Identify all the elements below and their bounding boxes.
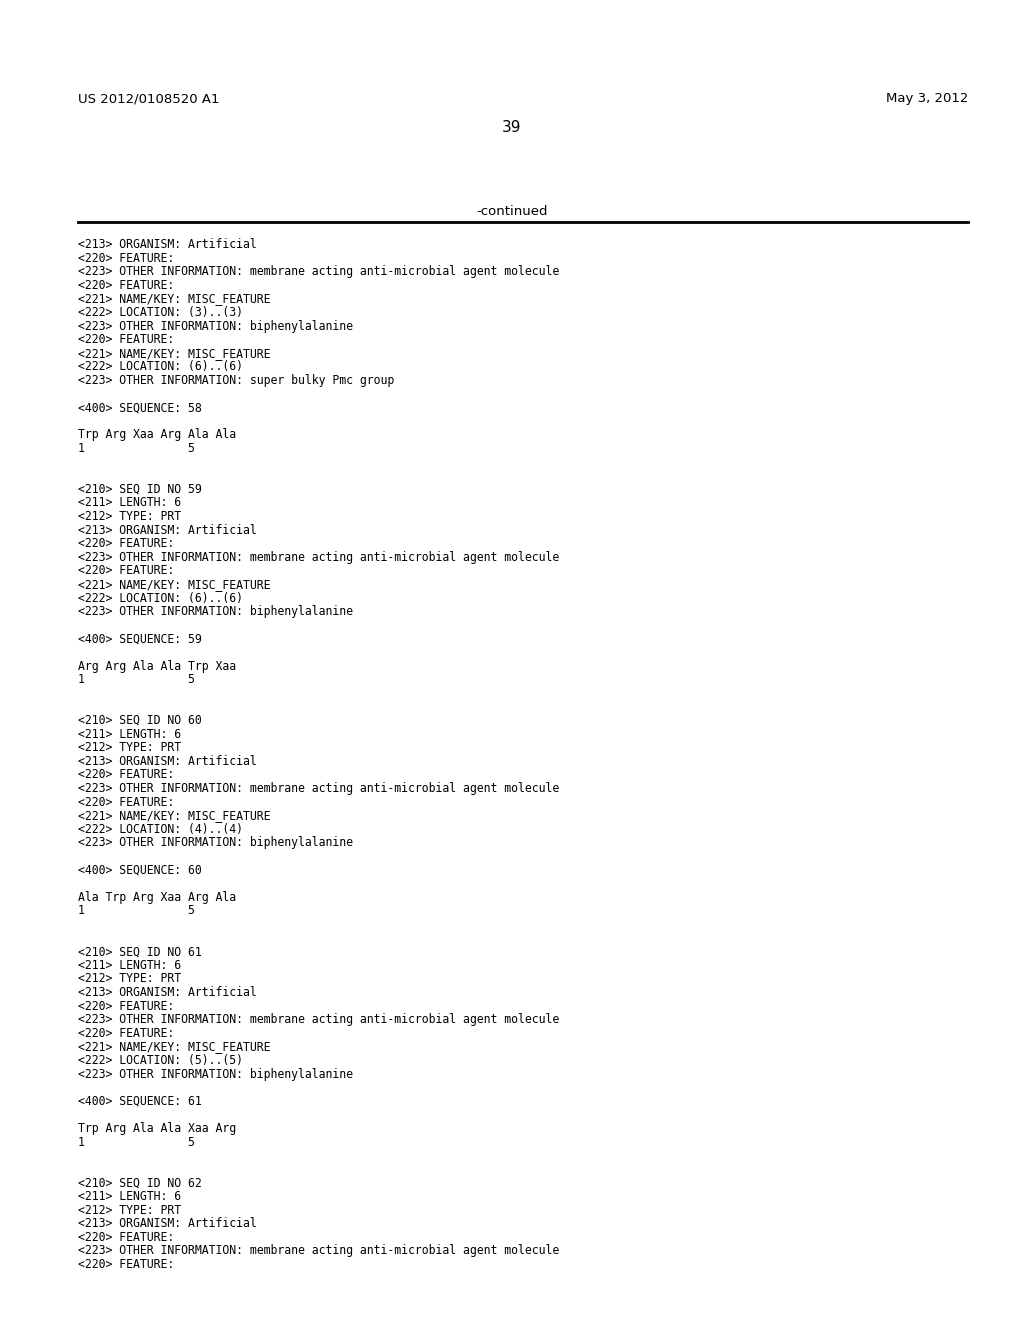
Text: <211> LENGTH: 6: <211> LENGTH: 6: [78, 1191, 181, 1203]
Text: 1               5: 1 5: [78, 673, 195, 686]
Text: <221> NAME/KEY: MISC_FEATURE: <221> NAME/KEY: MISC_FEATURE: [78, 347, 270, 360]
Text: <213> ORGANISM: Artificial: <213> ORGANISM: Artificial: [78, 524, 257, 537]
Text: <220> FEATURE:: <220> FEATURE:: [78, 333, 174, 346]
Text: <220> FEATURE:: <220> FEATURE:: [78, 999, 174, 1012]
Text: <220> FEATURE:: <220> FEATURE:: [78, 1258, 174, 1271]
Text: <220> FEATURE:: <220> FEATURE:: [78, 796, 174, 809]
Text: <210> SEQ ID NO 60: <210> SEQ ID NO 60: [78, 714, 202, 727]
Text: Ala Trp Arg Xaa Arg Ala: Ala Trp Arg Xaa Arg Ala: [78, 891, 237, 904]
Text: <211> LENGTH: 6: <211> LENGTH: 6: [78, 496, 181, 510]
Text: <213> ORGANISM: Artificial: <213> ORGANISM: Artificial: [78, 755, 257, 768]
Text: <213> ORGANISM: Artificial: <213> ORGANISM: Artificial: [78, 986, 257, 999]
Text: <220> FEATURE:: <220> FEATURE:: [78, 279, 174, 292]
Text: <400> SEQUENCE: 58: <400> SEQUENCE: 58: [78, 401, 202, 414]
Text: <222> LOCATION: (3)..(3): <222> LOCATION: (3)..(3): [78, 306, 243, 319]
Text: <223> OTHER INFORMATION: membrane acting anti-microbial agent molecule: <223> OTHER INFORMATION: membrane acting…: [78, 265, 559, 279]
Text: <223> OTHER INFORMATION: biphenylalanine: <223> OTHER INFORMATION: biphenylalanine: [78, 605, 353, 618]
Text: <210> SEQ ID NO 62: <210> SEQ ID NO 62: [78, 1176, 202, 1189]
Text: <221> NAME/KEY: MISC_FEATURE: <221> NAME/KEY: MISC_FEATURE: [78, 1040, 270, 1053]
Text: -continued: -continued: [476, 205, 548, 218]
Text: <223> OTHER INFORMATION: biphenylalanine: <223> OTHER INFORMATION: biphenylalanine: [78, 319, 353, 333]
Text: <210> SEQ ID NO 59: <210> SEQ ID NO 59: [78, 483, 202, 496]
Text: <223> OTHER INFORMATION: biphenylalanine: <223> OTHER INFORMATION: biphenylalanine: [78, 837, 353, 849]
Text: <220> FEATURE:: <220> FEATURE:: [78, 768, 174, 781]
Text: <220> FEATURE:: <220> FEATURE:: [78, 1027, 174, 1040]
Text: <210> SEQ ID NO 61: <210> SEQ ID NO 61: [78, 945, 202, 958]
Text: <220> FEATURE:: <220> FEATURE:: [78, 252, 174, 264]
Text: <222> LOCATION: (5)..(5): <222> LOCATION: (5)..(5): [78, 1053, 243, 1067]
Text: <212> TYPE: PRT: <212> TYPE: PRT: [78, 510, 181, 523]
Text: Trp Arg Xaa Arg Ala Ala: Trp Arg Xaa Arg Ala Ala: [78, 429, 237, 441]
Text: <221> NAME/KEY: MISC_FEATURE: <221> NAME/KEY: MISC_FEATURE: [78, 809, 270, 822]
Text: <220> FEATURE:: <220> FEATURE:: [78, 565, 174, 577]
Text: <213> ORGANISM: Artificial: <213> ORGANISM: Artificial: [78, 238, 257, 251]
Text: <220> FEATURE:: <220> FEATURE:: [78, 1230, 174, 1243]
Text: <400> SEQUENCE: 61: <400> SEQUENCE: 61: [78, 1094, 202, 1107]
Text: Arg Arg Ala Ala Trp Xaa: Arg Arg Ala Ala Trp Xaa: [78, 660, 237, 673]
Text: US 2012/0108520 A1: US 2012/0108520 A1: [78, 92, 219, 106]
Text: <223> OTHER INFORMATION: biphenylalanine: <223> OTHER INFORMATION: biphenylalanine: [78, 1068, 353, 1081]
Text: <400> SEQUENCE: 59: <400> SEQUENCE: 59: [78, 632, 202, 645]
Text: <212> TYPE: PRT: <212> TYPE: PRT: [78, 1204, 181, 1217]
Text: <221> NAME/KEY: MISC_FEATURE: <221> NAME/KEY: MISC_FEATURE: [78, 293, 270, 305]
Text: 39: 39: [502, 120, 522, 135]
Text: <220> FEATURE:: <220> FEATURE:: [78, 537, 174, 550]
Text: 1               5: 1 5: [78, 442, 195, 455]
Text: <223> OTHER INFORMATION: membrane acting anti-microbial agent molecule: <223> OTHER INFORMATION: membrane acting…: [78, 1014, 559, 1026]
Text: <211> LENGTH: 6: <211> LENGTH: 6: [78, 727, 181, 741]
Text: <400> SEQUENCE: 60: <400> SEQUENCE: 60: [78, 863, 202, 876]
Text: <223> OTHER INFORMATION: membrane acting anti-microbial agent molecule: <223> OTHER INFORMATION: membrane acting…: [78, 550, 559, 564]
Text: <223> OTHER INFORMATION: membrane acting anti-microbial agent molecule: <223> OTHER INFORMATION: membrane acting…: [78, 1245, 559, 1258]
Text: <212> TYPE: PRT: <212> TYPE: PRT: [78, 742, 181, 754]
Text: <223> OTHER INFORMATION: membrane acting anti-microbial agent molecule: <223> OTHER INFORMATION: membrane acting…: [78, 781, 559, 795]
Text: <221> NAME/KEY: MISC_FEATURE: <221> NAME/KEY: MISC_FEATURE: [78, 578, 270, 591]
Text: <213> ORGANISM: Artificial: <213> ORGANISM: Artificial: [78, 1217, 257, 1230]
Text: Trp Arg Ala Ala Xaa Arg: Trp Arg Ala Ala Xaa Arg: [78, 1122, 237, 1135]
Text: 1               5: 1 5: [78, 904, 195, 917]
Text: May 3, 2012: May 3, 2012: [886, 92, 968, 106]
Text: <222> LOCATION: (6)..(6): <222> LOCATION: (6)..(6): [78, 360, 243, 374]
Text: <212> TYPE: PRT: <212> TYPE: PRT: [78, 973, 181, 986]
Text: <211> LENGTH: 6: <211> LENGTH: 6: [78, 958, 181, 972]
Text: 1               5: 1 5: [78, 1135, 195, 1148]
Text: <222> LOCATION: (6)..(6): <222> LOCATION: (6)..(6): [78, 591, 243, 605]
Text: <222> LOCATION: (4)..(4): <222> LOCATION: (4)..(4): [78, 822, 243, 836]
Text: <223> OTHER INFORMATION: super bulky Pmc group: <223> OTHER INFORMATION: super bulky Pmc…: [78, 374, 394, 387]
